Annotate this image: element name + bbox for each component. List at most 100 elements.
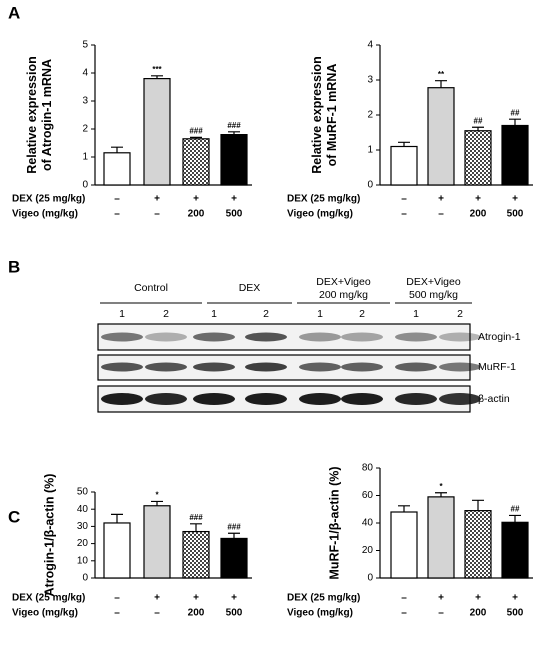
bar (182, 530, 210, 579)
band-label: β-actin (478, 393, 510, 405)
group-label: Control (134, 282, 168, 294)
y-tick-label: 20 (362, 545, 374, 556)
y-axis-label: Relative expression (25, 56, 39, 173)
treatment-label: DEX (25 mg/kg) (287, 593, 360, 604)
treatment-mark: – (438, 209, 444, 220)
band (193, 393, 235, 405)
y-tick-label: 0 (367, 573, 373, 584)
lane-label: 2 (359, 308, 365, 320)
panel-label: A (8, 3, 20, 22)
lane-label: 1 (317, 308, 323, 320)
treatment-mark: + (512, 593, 518, 604)
bar (427, 496, 455, 579)
error-bar (435, 492, 447, 497)
band (299, 393, 341, 405)
band (395, 362, 437, 372)
band (245, 332, 287, 342)
y-tick-label: 2 (82, 124, 88, 135)
band (299, 362, 341, 372)
treatment-mark: – (114, 608, 120, 619)
y-tick-label: 3 (367, 75, 373, 86)
y-tick-label: 5 (82, 40, 88, 51)
band (439, 332, 481, 342)
error-bar (472, 499, 484, 511)
band (145, 332, 187, 342)
y-axis-label: Atrogin-1/β-actin (%) (42, 474, 56, 597)
band (145, 362, 187, 372)
panel-label: C (8, 507, 20, 526)
band (101, 393, 143, 405)
lane-label: 2 (163, 308, 169, 320)
significance-label: *** (152, 65, 162, 74)
treatment-mark: – (401, 593, 407, 604)
error-bar (190, 136, 202, 139)
group-label: DEX (239, 282, 261, 294)
error-bar (509, 514, 521, 523)
lane-label: 2 (457, 308, 463, 320)
error-bar (509, 118, 521, 126)
band (299, 332, 341, 342)
treatment-mark: + (193, 194, 199, 205)
significance-label: ## (511, 505, 520, 514)
y-tick-label: 40 (362, 518, 374, 529)
treatment-mark: 500 (226, 209, 243, 220)
y-axis-label: of Atrogin-1 mRNA (40, 59, 54, 171)
y-tick-label: 0 (82, 180, 88, 191)
treatment-label: Vigeo (mg/kg) (287, 608, 353, 619)
treatment-label: Vigeo (mg/kg) (287, 209, 353, 220)
treatment-mark: 200 (470, 608, 487, 619)
band (395, 332, 437, 342)
treatment-mark: 200 (188, 608, 205, 619)
treatment-label: DEX (25 mg/kg) (12, 593, 85, 604)
band (341, 332, 383, 342)
bar (501, 521, 529, 579)
bar (464, 510, 492, 579)
error-bar (435, 80, 447, 88)
treatment-mark: – (401, 194, 407, 205)
band (245, 393, 287, 405)
band (193, 332, 235, 342)
y-tick-label: 2 (367, 110, 373, 121)
treatment-label: Vigeo (mg/kg) (12, 608, 78, 619)
significance-label: ## (474, 116, 483, 125)
band (439, 362, 481, 372)
treatment-mark: + (475, 593, 481, 604)
treatment-mark: 200 (470, 209, 487, 220)
panel-label: B (8, 257, 20, 276)
bar (464, 130, 492, 186)
y-tick-label: 80 (362, 463, 374, 474)
error-bar (228, 131, 240, 135)
significance-label: ### (227, 522, 241, 531)
treatment-mark: – (114, 593, 120, 604)
bar (143, 77, 171, 186)
group-label: DEX+Vigeo (406, 276, 461, 288)
treatment-mark: + (475, 194, 481, 205)
treatment-label: Vigeo (mg/kg) (12, 209, 78, 220)
y-tick-label: 10 (77, 555, 89, 566)
error-bar (151, 500, 163, 506)
significance-label: ** (438, 70, 445, 79)
treatment-mark: + (512, 194, 518, 205)
y-tick-label: 3 (82, 96, 88, 107)
treatment-mark: + (231, 194, 237, 205)
lane-label: 2 (263, 308, 269, 320)
treatment-mark: + (438, 194, 444, 205)
band (245, 362, 287, 372)
treatment-mark: – (154, 209, 160, 220)
y-tick-label: 0 (367, 180, 373, 191)
treatment-mark: 500 (507, 209, 524, 220)
bar (501, 124, 529, 186)
bar (103, 152, 131, 186)
treatment-mark: + (193, 593, 199, 604)
treatment-label: DEX (25 mg/kg) (287, 194, 360, 205)
treatment-label: DEX (25 mg/kg) (12, 194, 85, 205)
band (395, 393, 437, 405)
treatment-mark: 500 (226, 608, 243, 619)
significance-label: * (439, 482, 443, 491)
treatment-mark: + (154, 593, 160, 604)
y-axis-label: Relative expression (310, 56, 324, 173)
treatment-mark: – (401, 608, 407, 619)
y-tick-label: 1 (82, 152, 88, 163)
bar (182, 138, 210, 186)
band (101, 332, 143, 342)
